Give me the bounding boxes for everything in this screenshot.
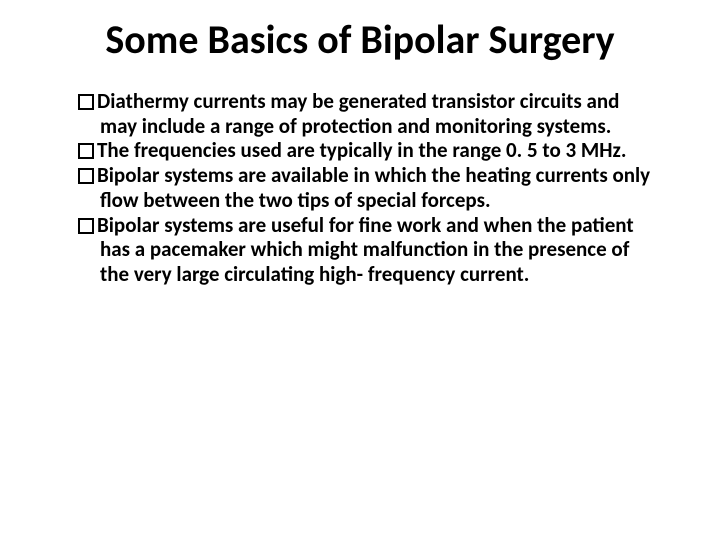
square-bullet-icon <box>78 143 94 159</box>
bullet-text: Bipolar systems are useful for fine work… <box>97 212 634 288</box>
bullet-text: Bipolar systems are available in which t… <box>97 162 650 213</box>
bullet-row: Diathermy currents may be generated tran… <box>78 89 660 139</box>
square-bullet-icon <box>78 168 94 184</box>
slide-body: Diathermy currents may be generated tran… <box>60 89 660 287</box>
square-bullet-icon <box>78 218 94 234</box>
slide-title: Some Basics of Bipolar Surgery <box>60 18 660 63</box>
bullet-row: The frequencies used are typically in th… <box>78 138 660 163</box>
square-bullet-icon <box>78 94 94 110</box>
bullet-row: Bipolar systems are available in which t… <box>78 163 660 213</box>
slide: Some Basics of Bipolar Surgery Diathermy… <box>0 0 720 540</box>
bullet-row: Bipolar systems are useful for fine work… <box>78 213 660 287</box>
bullet-text: The frequencies used are typically in th… <box>97 137 626 163</box>
bullet-text: Diathermy currents may be generated tran… <box>97 88 619 139</box>
